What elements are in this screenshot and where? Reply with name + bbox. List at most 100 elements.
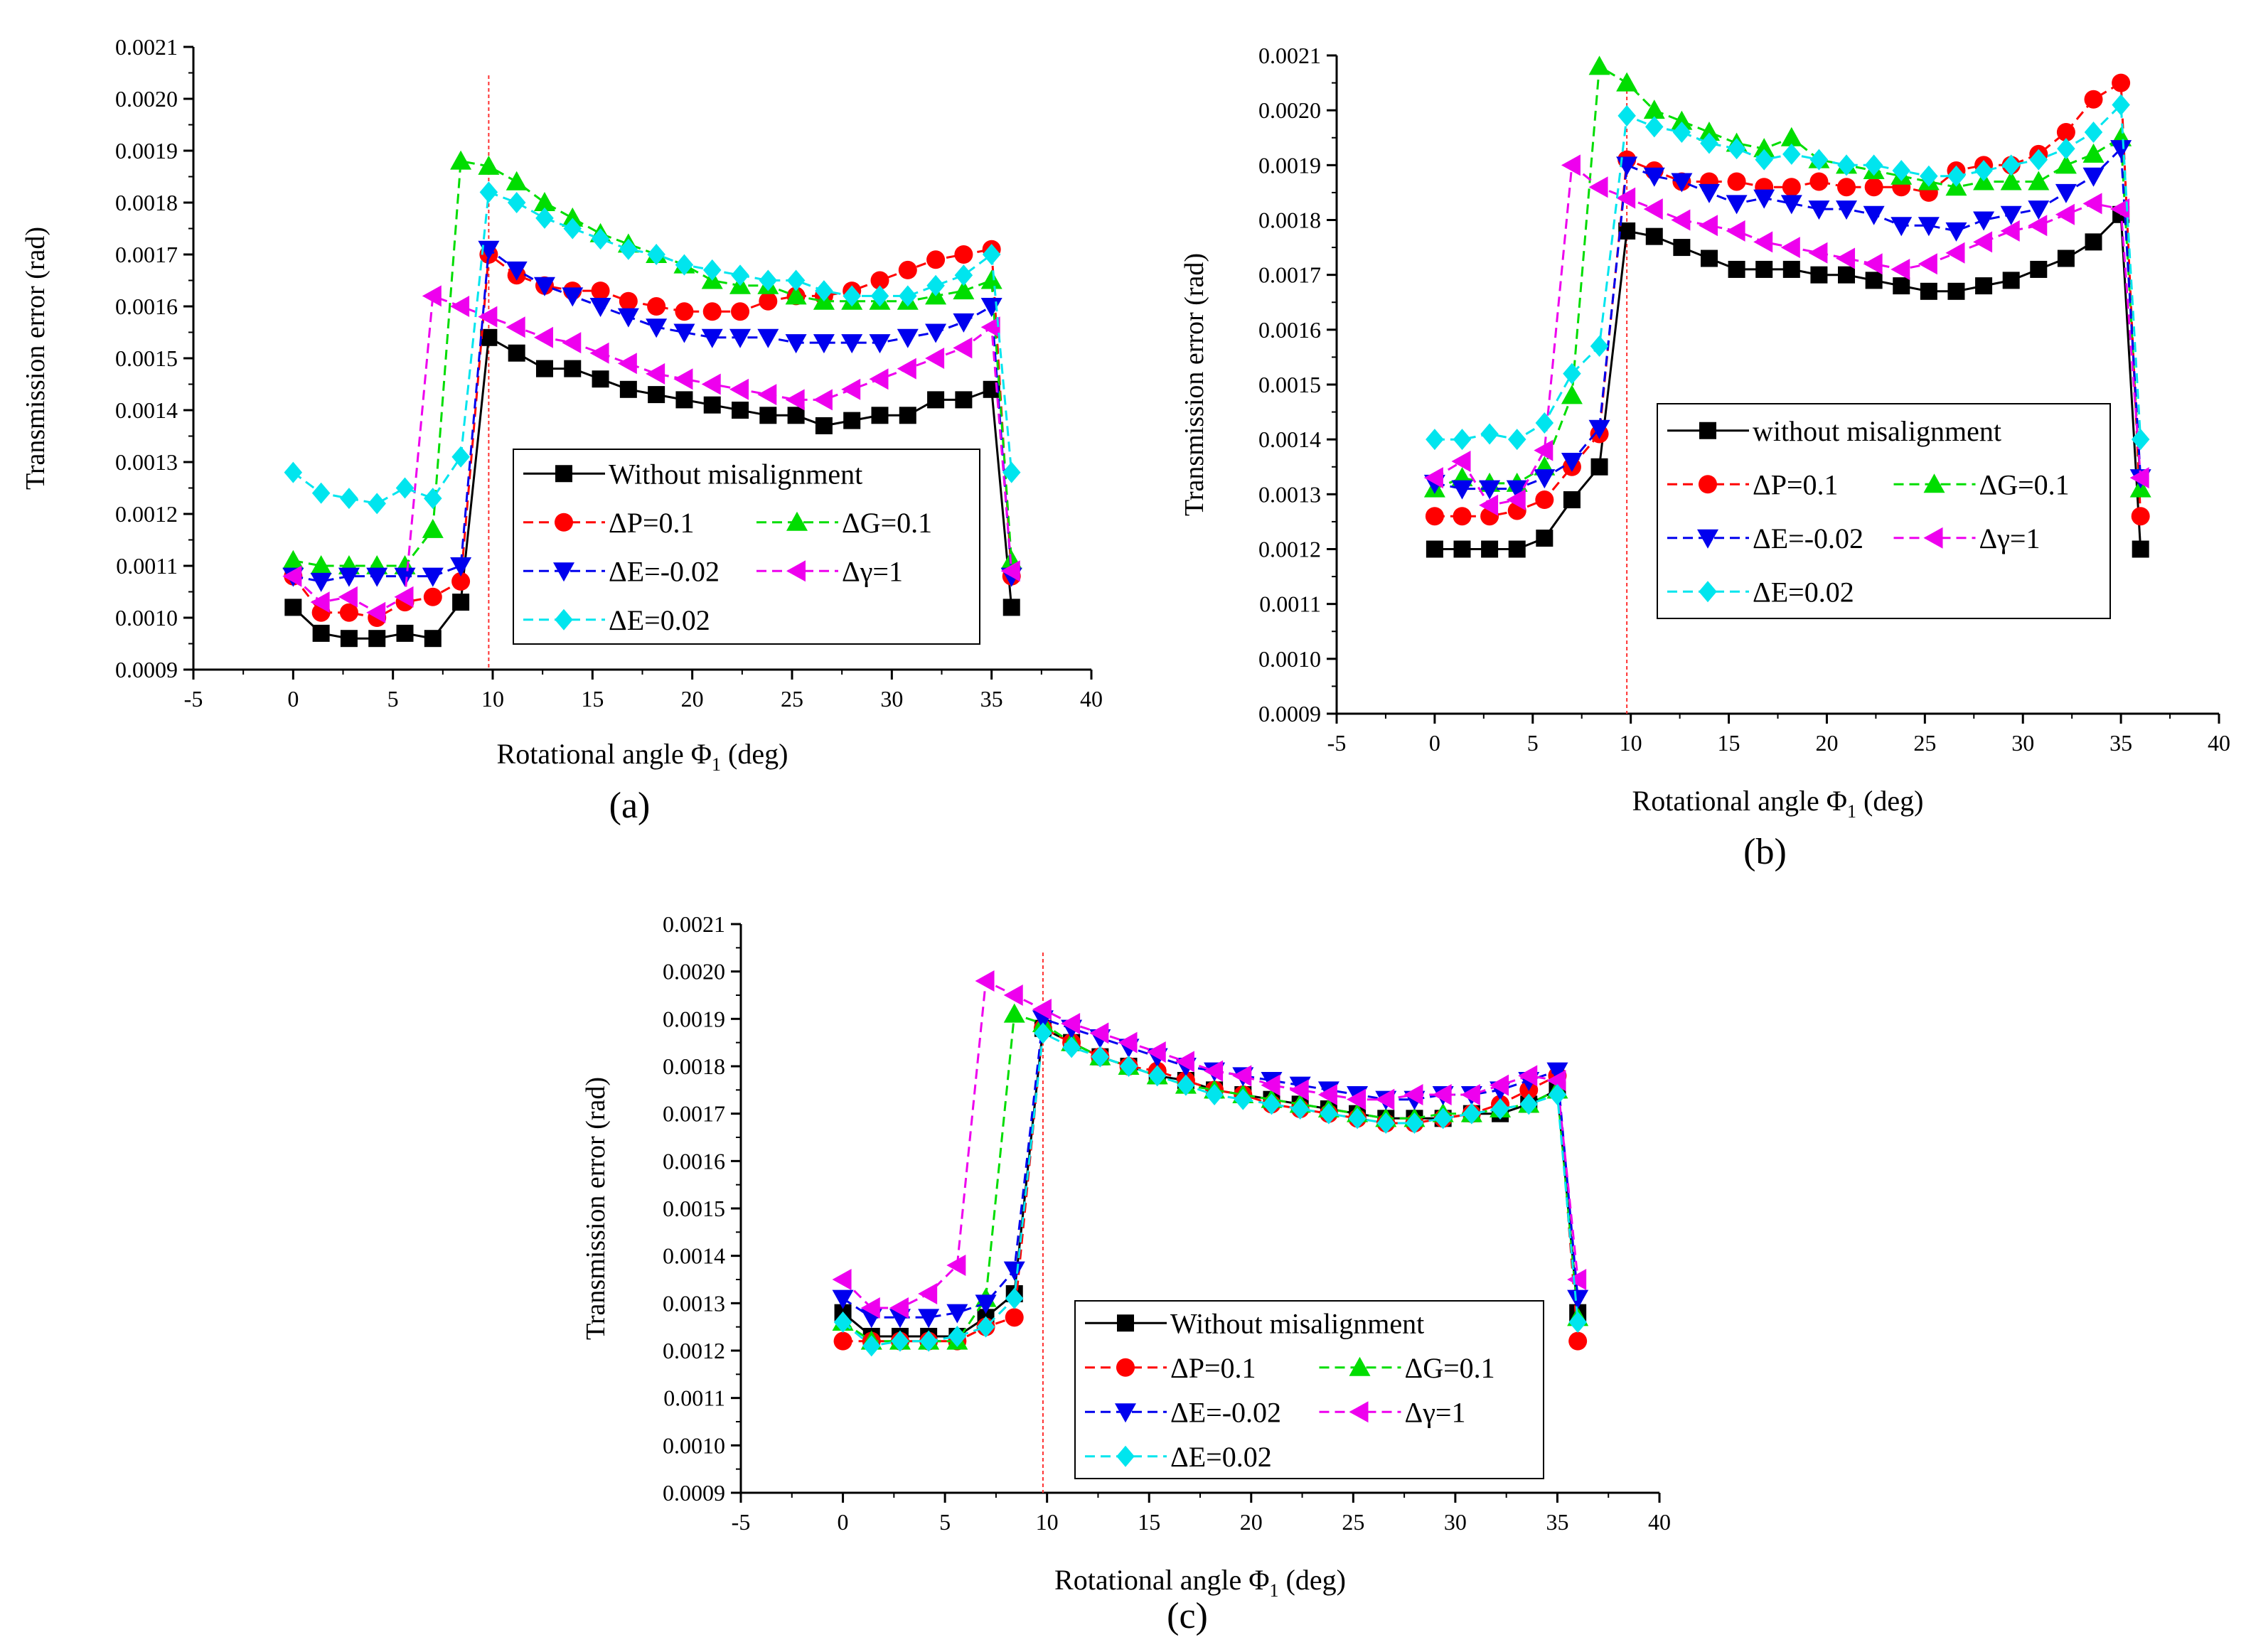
data-point xyxy=(533,326,553,348)
data-point xyxy=(953,313,975,333)
data-point xyxy=(394,567,416,587)
data-point xyxy=(452,594,470,611)
x-tick-label: 40 xyxy=(1648,1509,1671,1535)
data-point xyxy=(980,316,1000,338)
data-point xyxy=(310,572,332,592)
legend-marker xyxy=(555,513,573,532)
data-point xyxy=(338,586,358,608)
x-tick-label: 10 xyxy=(481,686,504,712)
data-point xyxy=(1561,453,1583,473)
legend-label: Δγ=1 xyxy=(842,555,903,587)
data-point xyxy=(1864,154,1883,176)
x-axis-title: Rotational angle Φ1 (deg) xyxy=(497,738,788,775)
data-point xyxy=(284,599,302,616)
data-point xyxy=(785,285,807,305)
data-point xyxy=(2131,429,2150,451)
y-tick-label: 0.0012 xyxy=(1258,537,1321,562)
data-point xyxy=(759,269,778,291)
x-tick-label: 0 xyxy=(287,686,299,712)
legend-box xyxy=(513,449,980,645)
data-point xyxy=(1423,467,1443,489)
data-point xyxy=(1645,116,1664,138)
y-tick-label: 0.0016 xyxy=(663,1148,725,1174)
legend-label: Without misalignment xyxy=(1170,1307,1424,1339)
data-point xyxy=(954,245,973,264)
data-point xyxy=(1588,55,1610,75)
data-point xyxy=(2001,154,2021,176)
data-point xyxy=(1481,540,1499,558)
y-tick-label: 0.0019 xyxy=(115,138,178,163)
x-tick-label: 15 xyxy=(581,686,604,712)
data-point xyxy=(562,332,582,354)
x-tick-label: 15 xyxy=(1718,730,1740,756)
series-5 xyxy=(1426,94,2150,451)
x-tick-label: 5 xyxy=(939,1509,951,1535)
data-point xyxy=(535,360,553,377)
data-point xyxy=(1317,1084,1337,1105)
data-point xyxy=(1091,1046,1110,1068)
data-point xyxy=(1426,540,1443,558)
legend-label: Δγ=1 xyxy=(1405,1396,1466,1428)
data-point xyxy=(2055,203,2075,225)
data-point xyxy=(2002,272,2020,289)
data-point xyxy=(833,1312,852,1333)
data-point xyxy=(2112,73,2131,92)
data-point xyxy=(563,218,582,240)
data-point xyxy=(1005,1308,1024,1327)
data-point xyxy=(1698,183,1720,203)
data-point xyxy=(1671,209,1691,231)
data-point xyxy=(813,389,833,411)
data-point xyxy=(1920,165,1938,187)
data-point xyxy=(2129,467,2149,489)
series-0 xyxy=(284,328,1020,648)
y-tick-label: 0.0019 xyxy=(663,1006,725,1031)
legend: without misalignment ΔP=0.1 ΔG=0.1 ΔE=-0.02… xyxy=(1657,403,2111,619)
data-point xyxy=(478,155,500,175)
data-point xyxy=(339,603,358,622)
data-point xyxy=(1837,154,1856,176)
data-point xyxy=(1451,451,1471,473)
data-point xyxy=(897,328,919,348)
data-point xyxy=(562,207,584,227)
data-point xyxy=(843,412,861,429)
data-point xyxy=(1061,1013,1081,1034)
data-point xyxy=(2000,171,2022,191)
data-point xyxy=(1546,1062,1568,1082)
x-tick-label: -5 xyxy=(732,1509,751,1535)
data-point xyxy=(1588,176,1608,198)
data-point xyxy=(506,316,525,338)
data-point xyxy=(1726,195,1748,215)
legend: Without misalignment ΔP=0.1 ΔG=0.1 ΔE=-0.02… xyxy=(1074,1300,1544,1479)
data-point xyxy=(1808,242,1828,264)
data-point xyxy=(731,264,749,286)
data-point xyxy=(1534,469,1556,489)
data-point xyxy=(787,407,805,424)
data-point xyxy=(980,298,1002,317)
legend-marker xyxy=(1116,1358,1135,1377)
data-point xyxy=(701,373,721,395)
data-point xyxy=(1893,277,1910,295)
data-point xyxy=(925,323,947,343)
data-point xyxy=(506,261,528,281)
data-point xyxy=(1453,429,1472,451)
data-point xyxy=(1567,1289,1589,1309)
data-point xyxy=(533,192,555,211)
x-tick-label: 5 xyxy=(1527,730,1539,756)
data-point xyxy=(1003,1261,1025,1281)
data-point xyxy=(869,334,891,354)
data-point xyxy=(1809,149,1829,171)
data-point xyxy=(1728,260,1745,278)
data-point xyxy=(1863,205,1885,225)
data-point xyxy=(757,328,779,348)
data-point xyxy=(1506,480,1528,500)
data-point xyxy=(1920,282,1937,300)
data-point xyxy=(1590,458,1608,476)
legend-marker xyxy=(1115,1403,1136,1423)
data-point xyxy=(395,477,415,499)
series-line xyxy=(843,1026,1579,1343)
y-tick-label: 0.0018 xyxy=(663,1053,725,1079)
x-axis-title-subscript: 1 xyxy=(712,754,721,775)
data-point xyxy=(1534,439,1554,461)
legend-label: ΔG=0.1 xyxy=(1979,468,2070,500)
